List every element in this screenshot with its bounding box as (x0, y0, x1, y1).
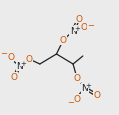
Text: N: N (81, 84, 88, 93)
Text: O: O (75, 14, 82, 23)
Text: +: + (20, 60, 26, 66)
Text: N: N (16, 62, 23, 71)
Text: O: O (11, 73, 18, 82)
Text: −: − (87, 21, 94, 30)
Text: O: O (80, 23, 87, 32)
Text: O: O (26, 55, 33, 64)
Text: O: O (74, 95, 80, 104)
Text: +: + (74, 26, 80, 32)
Text: O: O (93, 91, 100, 100)
Text: −: − (0, 49, 7, 58)
Text: +: + (86, 82, 92, 88)
Text: O: O (74, 74, 80, 83)
Text: O: O (60, 36, 67, 45)
Text: O: O (7, 53, 14, 62)
Text: −: − (67, 98, 74, 107)
Text: N: N (70, 27, 76, 36)
